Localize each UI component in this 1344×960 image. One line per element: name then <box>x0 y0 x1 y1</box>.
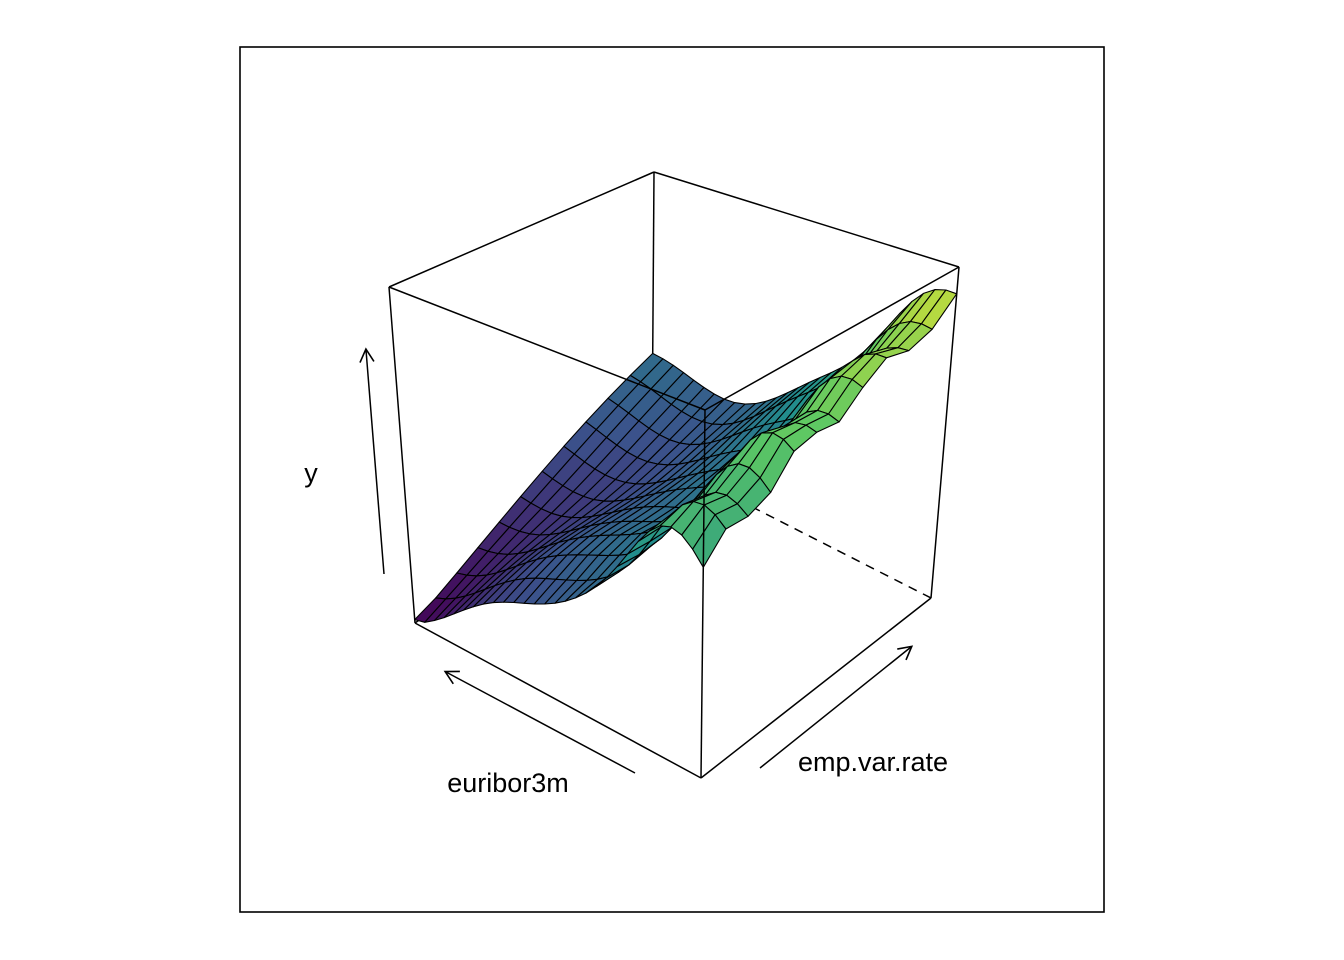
surface-mesh <box>414 289 958 623</box>
box-edge-front-left <box>414 622 702 779</box>
box-edge-top-back-left <box>388 171 655 288</box>
y-axis-label: emp.var.rate <box>798 747 948 777</box>
plot-frame <box>239 46 1105 913</box>
box-edge-left-vertical <box>388 286 416 624</box>
box-edge-top-front-right <box>704 266 960 411</box>
x-axis-label: euribor3m <box>447 768 569 798</box>
box-edge-front-right <box>700 597 932 779</box>
box-edge-right-vertical <box>930 266 960 599</box>
box-edge-top-front-left <box>388 286 706 411</box>
box-edge-front-vertical <box>700 409 706 779</box>
surface-facet <box>692 514 727 568</box>
box-edge-top-back-right <box>653 171 960 268</box>
z-axis-label: y <box>304 458 318 488</box>
y-axis-arrow <box>759 645 914 769</box>
z-axis-arrow <box>359 347 385 575</box>
box-front-edges <box>388 266 960 779</box>
x-axis-arrow <box>443 670 636 774</box>
